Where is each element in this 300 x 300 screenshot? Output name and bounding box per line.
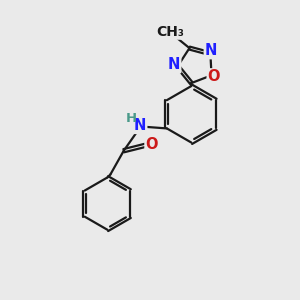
Text: O: O: [208, 69, 220, 84]
Text: CH₃: CH₃: [157, 25, 184, 39]
Text: N: N: [134, 118, 146, 133]
Text: O: O: [146, 137, 158, 152]
Text: N: N: [205, 43, 217, 58]
Text: N: N: [168, 57, 180, 72]
Text: H: H: [126, 112, 137, 125]
